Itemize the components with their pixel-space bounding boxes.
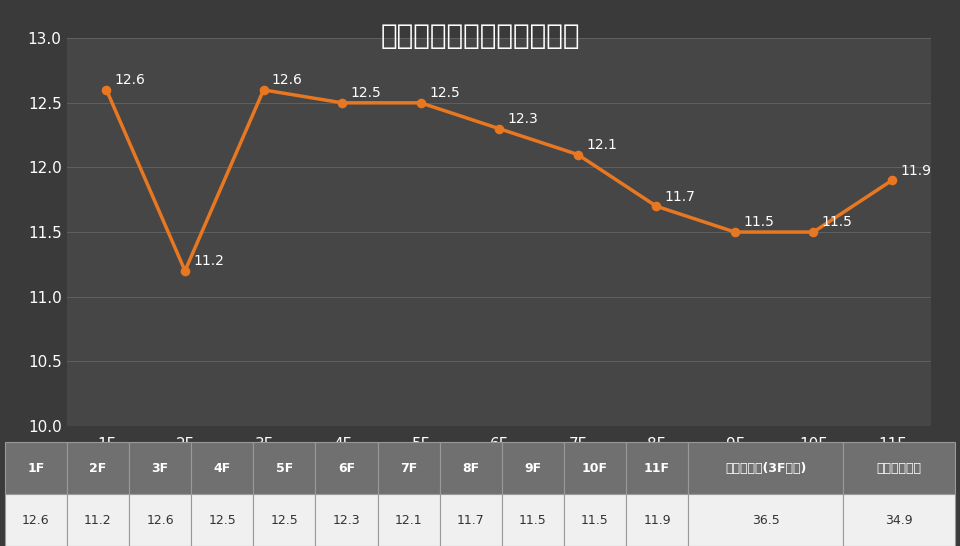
Point	[413, 98, 428, 107]
Text: 11.9: 11.9	[900, 164, 931, 178]
Text: 12.5: 12.5	[271, 514, 299, 526]
Text: 6F: 6F	[338, 462, 355, 474]
Text: 12.6: 12.6	[146, 514, 174, 526]
Point	[805, 228, 821, 236]
Text: 8F: 8F	[462, 462, 479, 474]
Text: 12.6: 12.6	[272, 73, 302, 87]
Text: レース道中(3F換算): レース道中(3F換算)	[725, 462, 806, 474]
Text: レース後３Ｆ: レース後３Ｆ	[876, 462, 922, 474]
Point	[178, 266, 193, 275]
Text: 34.9: 34.9	[885, 514, 913, 526]
Text: 11.9: 11.9	[643, 514, 671, 526]
Text: 12.6: 12.6	[115, 73, 146, 87]
Text: 12.5: 12.5	[429, 86, 460, 100]
Text: 12.5: 12.5	[208, 514, 236, 526]
Text: 12.3: 12.3	[332, 514, 360, 526]
Text: 11F: 11F	[644, 462, 670, 474]
Text: 2F: 2F	[89, 462, 107, 474]
Text: 9F: 9F	[524, 462, 541, 474]
Text: 5F: 5F	[276, 462, 293, 474]
Text: 12.5: 12.5	[350, 86, 381, 100]
Point	[99, 86, 114, 94]
Text: 11.5: 11.5	[743, 216, 774, 229]
Text: 11.2: 11.2	[84, 514, 111, 526]
Point	[492, 124, 507, 133]
Text: 11.2: 11.2	[193, 254, 225, 268]
Point	[334, 98, 349, 107]
Text: 11.5: 11.5	[822, 216, 852, 229]
Text: 12.1: 12.1	[586, 138, 617, 152]
Point	[256, 86, 272, 94]
Text: 11.5: 11.5	[519, 514, 546, 526]
Text: 3F: 3F	[152, 462, 169, 474]
Text: 1F: 1F	[27, 462, 44, 474]
Text: 12.1: 12.1	[395, 514, 422, 526]
Text: オールカマーの平均ラップ: オールカマーの平均ラップ	[380, 22, 580, 50]
Text: 11.7: 11.7	[664, 189, 695, 204]
Text: 4F: 4F	[213, 462, 230, 474]
Text: 11.5: 11.5	[581, 514, 609, 526]
Text: 12.3: 12.3	[508, 112, 539, 126]
Text: 7F: 7F	[400, 462, 418, 474]
Point	[570, 150, 586, 159]
Text: 12.6: 12.6	[22, 514, 50, 526]
Point	[727, 228, 742, 236]
Text: 11.7: 11.7	[457, 514, 485, 526]
Point	[649, 202, 664, 211]
Text: 36.5: 36.5	[752, 514, 780, 526]
Text: 10F: 10F	[582, 462, 608, 474]
Point	[884, 176, 900, 185]
